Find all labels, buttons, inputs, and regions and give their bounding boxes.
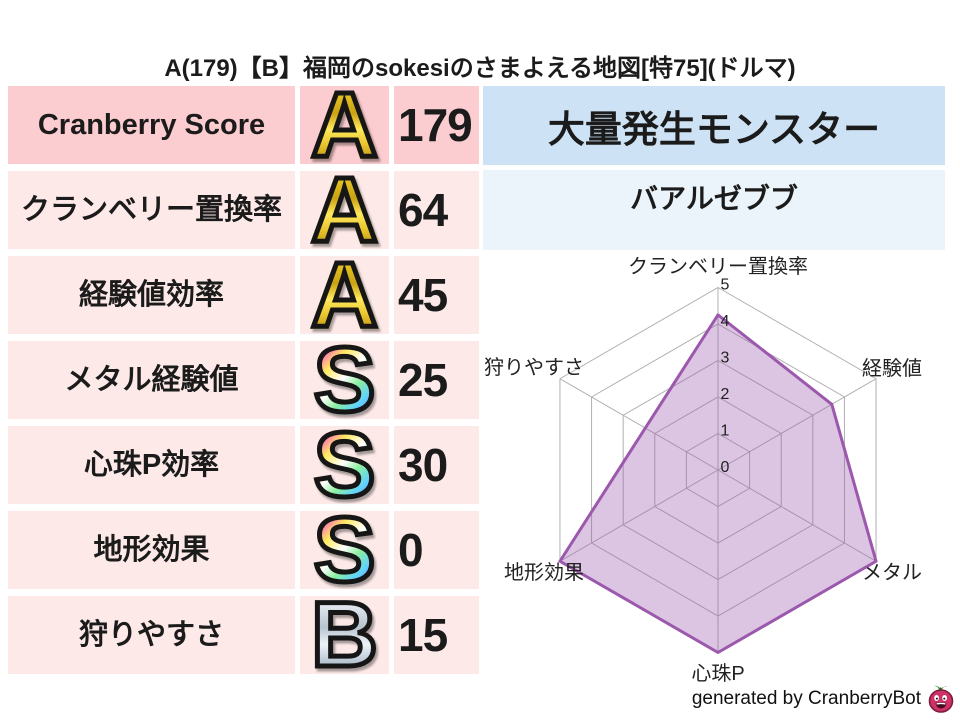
- monster-panel-header: 大量発生モンスター: [483, 86, 945, 165]
- svg-text:5: 5: [721, 277, 730, 294]
- svg-text:3: 3: [721, 350, 730, 367]
- grade-letter: A: [309, 74, 380, 176]
- radar-axis-label-shinju: 心珠P: [691, 663, 745, 685]
- svg-text:4: 4: [721, 313, 730, 330]
- footer: generated by CranberryBot: [692, 684, 956, 714]
- stat-label: 経験値効率: [8, 256, 295, 334]
- stat-label: 心珠P効率: [8, 426, 295, 504]
- stat-label: メタル経験値: [8, 341, 295, 419]
- svg-text:0: 0: [721, 459, 730, 476]
- cranberry-icon: [928, 685, 954, 713]
- stat-label: クランベリー置換率: [8, 171, 295, 249]
- stat-value: 45: [394, 256, 479, 334]
- grade-cell: S: [300, 499, 389, 601]
- stat-value: 30: [394, 426, 479, 504]
- grade-cell: A: [300, 159, 389, 261]
- grade-letter: B: [309, 584, 380, 686]
- stat-value: 25: [394, 341, 479, 419]
- radar-axis-label-chikei: 地形効果: [504, 562, 584, 584]
- grade-letter: A: [309, 244, 380, 346]
- svg-text:1: 1: [721, 423, 730, 440]
- stat-value: 179: [394, 86, 479, 164]
- table-row: クランベリー置換率 A 64: [8, 159, 479, 261]
- grade-letter: A: [309, 159, 380, 261]
- grade-cell: S: [300, 414, 389, 516]
- monster-name: バアルゼブブ: [483, 170, 945, 250]
- stat-value: 0: [394, 511, 479, 589]
- grade-letter: S: [311, 499, 377, 601]
- table-row: メタル経験値 S 25: [8, 329, 479, 431]
- stat-label: Cranberry Score: [8, 86, 295, 164]
- table-row: 地形効果 S 0: [8, 499, 479, 601]
- radar-axis-label-kari: 狩りやすさ: [484, 357, 584, 379]
- grade-cell: A: [300, 74, 389, 176]
- grade-cell: B: [300, 584, 389, 686]
- grade-letter: S: [311, 414, 377, 516]
- stat-value: 64: [394, 171, 479, 249]
- credit-text: generated by CranberryBot: [691, 688, 921, 709]
- radar-axis-label-exp: 経験値: [862, 358, 922, 380]
- radar-axis-label-cranberry: クランベリー置換率: [628, 256, 808, 278]
- stats-table: Cranberry Score A 179 クランベリー置換率 A 64 経験値…: [8, 74, 479, 686]
- grade-letter: S: [311, 329, 377, 431]
- grade-cell: S: [300, 329, 389, 431]
- table-row: 心珠P効率 S 30: [8, 414, 479, 516]
- stat-value: 15: [394, 596, 479, 674]
- table-row: 狩りやすさ B 15: [8, 584, 479, 686]
- stat-label: 地形効果: [8, 511, 295, 589]
- page-title: A(179)【B】福岡のsokesiのさまよえる地図[特75](ドルマ): [164, 55, 796, 82]
- table-row: 経験値効率 A 45: [8, 244, 479, 346]
- table-row: Cranberry Score A 179: [8, 74, 479, 176]
- radar-axis-label-metal: メタル: [862, 562, 922, 584]
- svg-text:2: 2: [721, 386, 730, 403]
- grade-cell: A: [300, 244, 389, 346]
- stat-label: 狩りやすさ: [8, 596, 295, 674]
- radar-chart: 0 1 2 3 4 5: [558, 277, 878, 654]
